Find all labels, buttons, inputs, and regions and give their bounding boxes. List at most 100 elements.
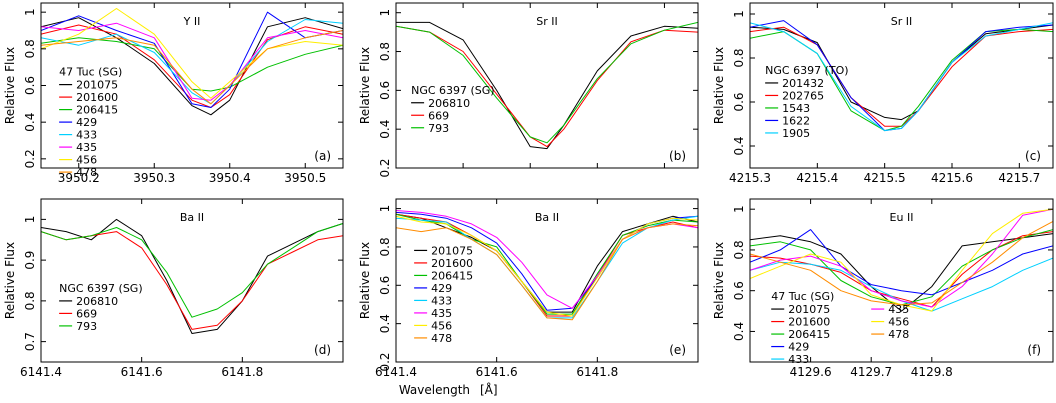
plot-frame (749, 2, 1054, 169)
panel-label: (b) (669, 149, 686, 163)
y-tick-label: 1 (23, 216, 37, 224)
legend-title: NGC 6397 (SG) (59, 282, 143, 295)
legend-entry: 1622 (782, 114, 810, 127)
y-tick-label: 0.4 (23, 113, 37, 132)
x-tick-label: 6141.8 (576, 365, 618, 379)
legend-entry: 201075 (788, 303, 830, 316)
panel-a: 3950.2 3950.3 3950.4 3950.5 0.2 0.4 0.6 0.8 1 Rel… (3, 2, 344, 185)
legend-entry: 429 (76, 116, 97, 129)
y-tick-label: 0.8 (378, 42, 392, 61)
series-line-201600 (41, 24, 343, 108)
x-tick-label: 4215.6 (931, 171, 973, 185)
y-tick-label: 0.4 (732, 322, 746, 341)
series-group (396, 21, 698, 150)
legend-entry: 206810 (428, 97, 470, 110)
series-group (41, 8, 343, 116)
legend-entry: 1543 (782, 102, 810, 115)
y-tick-label: 0.2 (23, 149, 37, 168)
x-tick-label: 6141.6 (476, 365, 518, 379)
legend-entry: 433 (76, 129, 97, 142)
series-group (750, 208, 1053, 312)
legend-entry: 433 (788, 353, 809, 366)
y-tick-label: 1 (378, 9, 392, 17)
plot-frame (395, 2, 699, 169)
series-line-478 (750, 220, 1053, 306)
figure-xlabel-unit: [Å] (480, 382, 498, 397)
legend-entry: 201075 (76, 79, 118, 92)
panel-title: Sr II (891, 15, 913, 28)
plot-frame (395, 198, 699, 363)
series-group (750, 20, 1053, 132)
series-line-478 (396, 223, 698, 321)
series-line-478 (41, 30, 343, 105)
y-tick-label: 0.6 (23, 76, 37, 95)
panel-e: 6141.4 6141.6 6141.8 0.2 0.4 0.6 0.8 1 Relative … (358, 198, 699, 379)
y-axis-label: Relative Flux (712, 47, 726, 124)
y-tick-label: 0.7 (23, 332, 37, 351)
legend-entry: 435 (888, 303, 909, 316)
x-tick-label: 4215.7 (998, 171, 1040, 185)
x-tick-label: 4215.3 (729, 171, 771, 185)
series-line-201075 (41, 17, 343, 116)
series-line-201600 (750, 231, 1053, 308)
x-tick-label: 6141.4 (375, 365, 417, 379)
x-tick-label: 4215.5 (864, 171, 906, 185)
x-tick-label: 6141.6 (121, 365, 163, 379)
legend-entry: 206810 (76, 295, 118, 308)
panel-label: (d) (314, 343, 331, 357)
y-tick-label: 0.2 (378, 158, 392, 177)
legend-entry: 456 (76, 154, 97, 167)
panel-c: 4215.3 4215.4 4215.5 4215.6 4215.7 0.4 0.6 0.8 1… (712, 2, 1054, 185)
y-axis-label: Relative Flux (3, 47, 17, 124)
legend-entry: 206415 (788, 328, 830, 341)
panel-title: Ba II (180, 211, 204, 224)
y-tick-label: 0.8 (23, 291, 37, 310)
series-line-669 (396, 25, 698, 148)
panel-label: (f) (1027, 343, 1041, 357)
legend-entry: 1905 (782, 127, 810, 140)
y-axis-label: Relative Flux (358, 47, 372, 124)
figure-xlabel: Wavelength (399, 383, 470, 397)
legend-title: NGC 6397 (TO) (765, 64, 848, 77)
x-tick-label: 3950.5 (284, 171, 326, 185)
series-line-206810 (396, 21, 698, 150)
legend-entry: 456 (888, 316, 909, 329)
y-tick-label: 0.8 (732, 48, 746, 67)
x-tick-label: 4215.4 (796, 171, 838, 185)
y-tick-label: 1 (732, 10, 746, 18)
series-line-429 (41, 11, 343, 108)
y-tick-label: 0.8 (732, 240, 746, 259)
series-line-429 (750, 229, 1053, 296)
panel-b: 0.2 0.4 0.6 0.8 1 Relative Flux Sr II (b) NGC 63… (358, 2, 699, 178)
y-tick-label: 0.8 (23, 39, 37, 58)
legend-entry: 201075 (431, 244, 473, 257)
y-axis-label: Relative Flux (3, 242, 17, 319)
panel-title: Sr II (536, 15, 558, 28)
legend-entry: 435 (431, 307, 452, 320)
legend-entry: 201600 (788, 316, 830, 329)
y-tick-label: 0.6 (378, 276, 392, 295)
series-line-793 (41, 223, 343, 318)
series-line-206810 (41, 218, 343, 334)
y-tick-label: 0.9 (23, 251, 37, 270)
y-tick-label: 0.6 (732, 281, 746, 300)
series-line-435 (41, 22, 343, 101)
series-line-456 (41, 8, 343, 99)
legend-entry: 793 (76, 320, 97, 333)
legend-entry: 201600 (76, 91, 118, 104)
series-line-435 (750, 208, 1053, 308)
panel-label: (e) (669, 343, 686, 357)
series-line-793 (396, 21, 698, 144)
legend: 47 Tuc (SG)20107520160020641542943343545… (59, 66, 122, 179)
y-tick-label: 1 (23, 8, 37, 16)
series-line-1905 (750, 22, 1053, 132)
legend-title: 47 Tuc (SG) (59, 66, 122, 79)
y-tick-label: 0.4 (378, 120, 392, 139)
legend-entry: 433 (431, 294, 452, 307)
y-axis-label: Relative Flux (712, 242, 726, 319)
series-line-456 (396, 215, 698, 317)
